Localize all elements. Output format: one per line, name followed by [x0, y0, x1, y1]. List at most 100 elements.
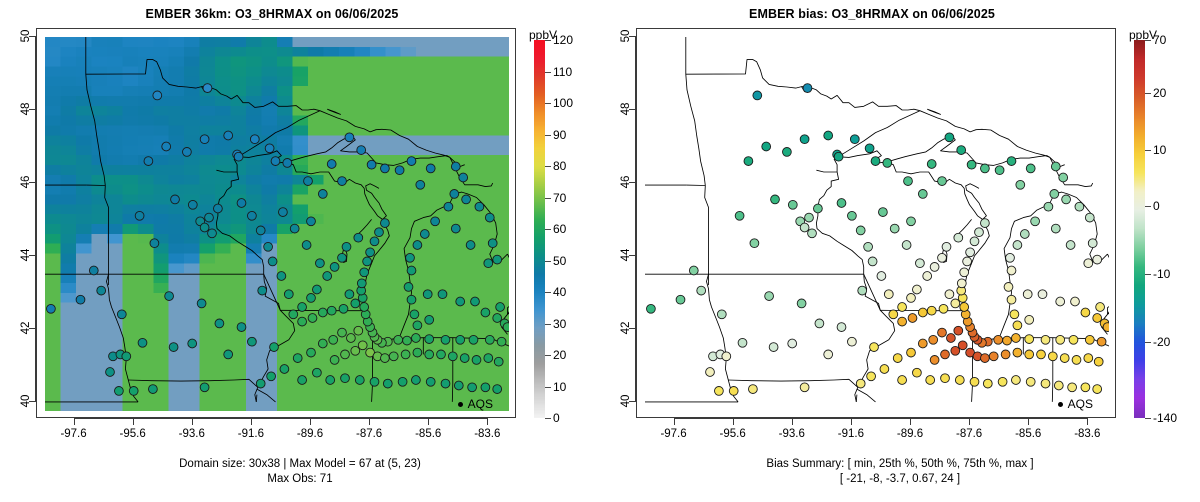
aqs-station-marker[interactable] — [1068, 334, 1079, 345]
aqs-station-marker[interactable] — [953, 325, 964, 336]
aqs-station-marker[interactable] — [1036, 349, 1046, 360]
aqs-station-marker[interactable] — [737, 337, 748, 348]
aqs-station-marker[interactable] — [459, 353, 470, 363]
aqs-station-marker[interactable] — [944, 132, 955, 143]
aqs-station-marker[interactable] — [267, 256, 278, 267]
aqs-station-marker[interactable] — [340, 349, 350, 360]
aqs-station-marker[interactable] — [937, 176, 947, 186]
aqs-station-marker[interactable] — [864, 143, 875, 154]
aqs-station-marker[interactable] — [297, 316, 307, 327]
aqs-station-marker[interactable] — [278, 207, 288, 217]
aqs-station-marker[interactable] — [836, 198, 847, 208]
aqs-station-marker[interactable] — [847, 210, 857, 221]
aqs-station-marker[interactable] — [1080, 307, 1091, 318]
aqs-station-marker[interactable] — [1092, 384, 1103, 394]
aqs-station-marker[interactable] — [1006, 265, 1017, 276]
aqs-station-marker[interactable] — [823, 349, 834, 360]
aqs-station-marker[interactable] — [484, 334, 495, 345]
aqs-station-marker[interactable] — [906, 347, 916, 358]
aqs-station-marker[interactable] — [168, 342, 179, 352]
aqs-station-marker[interactable] — [1005, 252, 1015, 263]
aqs-station-marker[interactable] — [953, 232, 964, 243]
aqs-station-marker[interactable] — [1000, 349, 1011, 360]
aqs-station-marker[interactable] — [196, 298, 207, 309]
aqs-station-marker[interactable] — [959, 267, 970, 278]
aqs-station-marker[interactable] — [907, 313, 918, 323]
aqs-station-marker[interactable] — [394, 165, 405, 176]
aqs-station-marker[interactable] — [480, 382, 491, 393]
aqs-station-marker[interactable] — [266, 371, 276, 382]
aqs-station-marker[interactable] — [847, 336, 857, 347]
aqs-station-marker[interactable] — [1015, 179, 1026, 190]
aqs-station-marker[interactable] — [938, 303, 949, 314]
aqs-station-marker[interactable] — [255, 225, 266, 236]
aqs-station-marker[interactable] — [369, 376, 380, 387]
aqs-station-marker[interactable] — [257, 285, 268, 296]
aqs-station-marker[interactable] — [956, 278, 967, 289]
aqs-station-marker[interactable] — [356, 145, 367, 155]
aqs-station-marker[interactable] — [170, 194, 180, 205]
aqs-station-marker[interactable] — [297, 302, 307, 312]
aqs-station-marker[interactable] — [944, 289, 955, 300]
aqs-station-marker[interactable] — [866, 371, 876, 382]
aqs-station-marker[interactable] — [1024, 349, 1035, 360]
aqs-station-marker[interactable] — [799, 382, 810, 393]
aqs-station-marker[interactable] — [752, 90, 763, 101]
aqs-station-marker[interactable] — [436, 349, 446, 360]
aqs-station-marker[interactable] — [946, 333, 956, 343]
aqs-station-marker[interactable] — [980, 218, 990, 228]
aqs-station-marker[interactable] — [705, 367, 715, 377]
aqs-stations-model[interactable] — [45, 37, 509, 411]
aqs-station-marker[interactable] — [365, 247, 375, 258]
aqs-station-marker[interactable] — [400, 349, 411, 360]
aqs-station-marker[interactable] — [1080, 382, 1091, 393]
aqs-station-marker[interactable] — [325, 375, 336, 385]
aqs-station-marker[interactable] — [450, 223, 461, 234]
aqs-station-marker[interactable] — [134, 210, 145, 221]
aqs-station-marker[interactable] — [450, 161, 461, 172]
aqs-station-marker[interactable] — [306, 347, 316, 358]
aqs-station-marker[interactable] — [467, 382, 477, 393]
aqs-station-marker[interactable] — [959, 302, 970, 312]
aqs-station-marker[interactable] — [424, 349, 435, 360]
aqs-station-marker[interactable] — [380, 218, 390, 228]
aqs-station-marker[interactable] — [329, 262, 340, 272]
aqs-station-marker[interactable] — [306, 216, 316, 227]
aqs-station-marker[interactable] — [461, 194, 471, 205]
aqs-station-marker[interactable] — [447, 351, 458, 362]
aqs-station-marker[interactable] — [406, 294, 417, 305]
aqs-station-marker[interactable] — [411, 375, 421, 385]
aqs-station-marker[interactable] — [202, 83, 213, 93]
aqs-station-marker[interactable] — [288, 309, 299, 320]
aqs-station-marker[interactable] — [883, 289, 894, 300]
aqs-station-marker[interactable] — [289, 223, 300, 234]
aqs-station-marker[interactable] — [1024, 334, 1035, 344]
aqs-station-marker[interactable] — [1019, 229, 1030, 239]
aqs-station-marker[interactable] — [453, 380, 464, 391]
aqs-station-marker[interactable] — [1050, 161, 1061, 172]
aqs-station-marker[interactable] — [409, 309, 420, 320]
aqs-station-marker[interactable] — [317, 307, 328, 318]
aqs-station-marker[interactable] — [954, 375, 965, 385]
aqs-station-marker[interactable] — [980, 163, 990, 174]
aqs-station-marker[interactable] — [415, 179, 426, 190]
aqs-station-marker[interactable] — [1011, 333, 1021, 343]
aqs-station-marker[interactable] — [353, 325, 364, 336]
aqs-station-marker[interactable] — [814, 318, 825, 329]
aqs-station-marker[interactable] — [137, 337, 148, 348]
aqs-station-marker[interactable] — [152, 90, 163, 101]
aqs-station-marker[interactable] — [950, 298, 961, 309]
aqs-station-marker[interactable] — [897, 316, 907, 327]
aqs-station-marker[interactable] — [148, 384, 158, 394]
aqs-station-marker[interactable] — [994, 165, 1005, 176]
aqs-station-marker[interactable] — [213, 203, 223, 214]
aqs-station-marker[interactable] — [878, 207, 888, 217]
aqs-station-marker[interactable] — [869, 342, 879, 352]
aqs-station-marker[interactable] — [768, 342, 779, 352]
aqs-station-marker[interactable] — [247, 210, 257, 221]
aqs-station-marker[interactable] — [128, 386, 139, 396]
aqs-station-marker[interactable] — [306, 293, 316, 303]
aqs-station-marker[interactable] — [969, 236, 980, 247]
aqs-station-marker[interactable] — [338, 303, 349, 314]
aqs-station-marker[interactable] — [374, 227, 384, 238]
